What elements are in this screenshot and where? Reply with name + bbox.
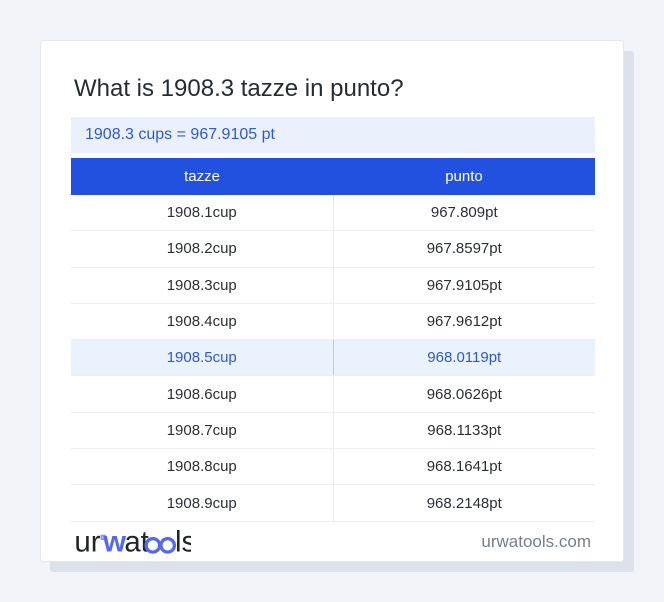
svg-text:w: w (102, 527, 126, 558)
svg-text:ur: ur (74, 527, 100, 558)
svg-text:ls: ls (175, 527, 191, 558)
